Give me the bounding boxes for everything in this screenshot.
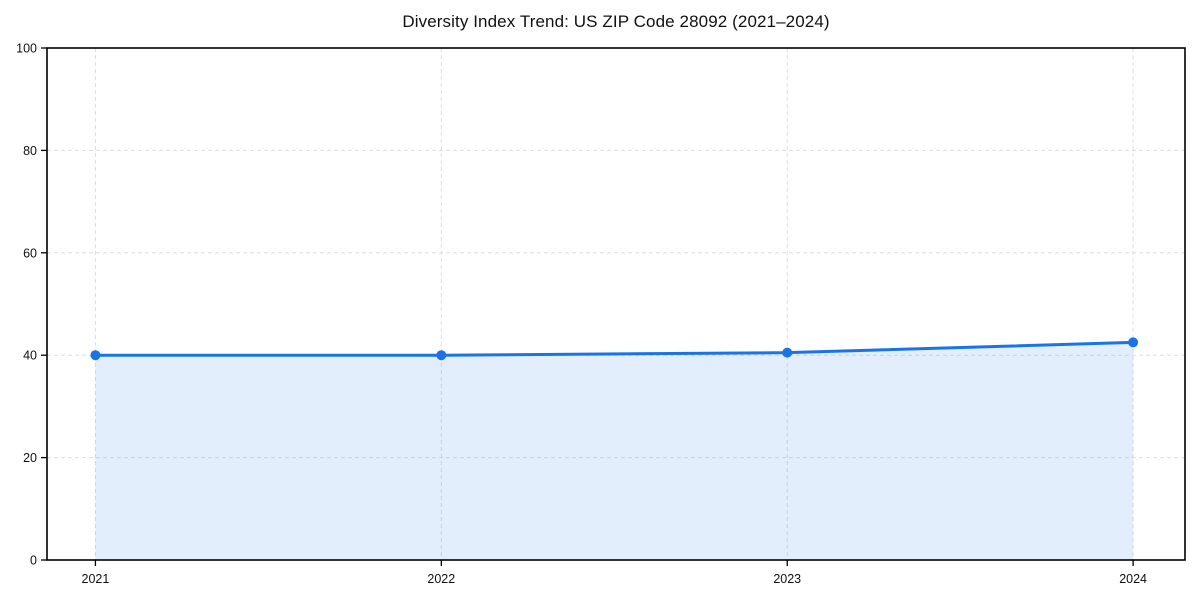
data-point-2021 (90, 350, 101, 361)
y-tick-label: 40 (23, 349, 37, 363)
data-point-2023 (782, 347, 793, 358)
x-tick-label: 2023 (773, 572, 801, 586)
x-tick-label: 2021 (82, 572, 110, 586)
chart-title: Diversity Index Trend: US ZIP Code 28092… (402, 12, 830, 31)
plot-border (46, 47, 1186, 561)
y-tick-label: 20 (23, 451, 37, 465)
data-point-2024 (1128, 337, 1139, 348)
x-tick-label: 2022 (427, 572, 455, 586)
area-fill (95, 342, 1134, 560)
y-tick-label: 80 (23, 144, 37, 158)
y-tick-label: 60 (23, 246, 37, 260)
y-tick-label: 0 (30, 554, 37, 568)
x-tick-label: 2024 (1119, 572, 1147, 586)
trend-line (93, 340, 1135, 357)
data-point-2022 (436, 350, 447, 361)
y-tick-label: 100 (16, 42, 37, 56)
